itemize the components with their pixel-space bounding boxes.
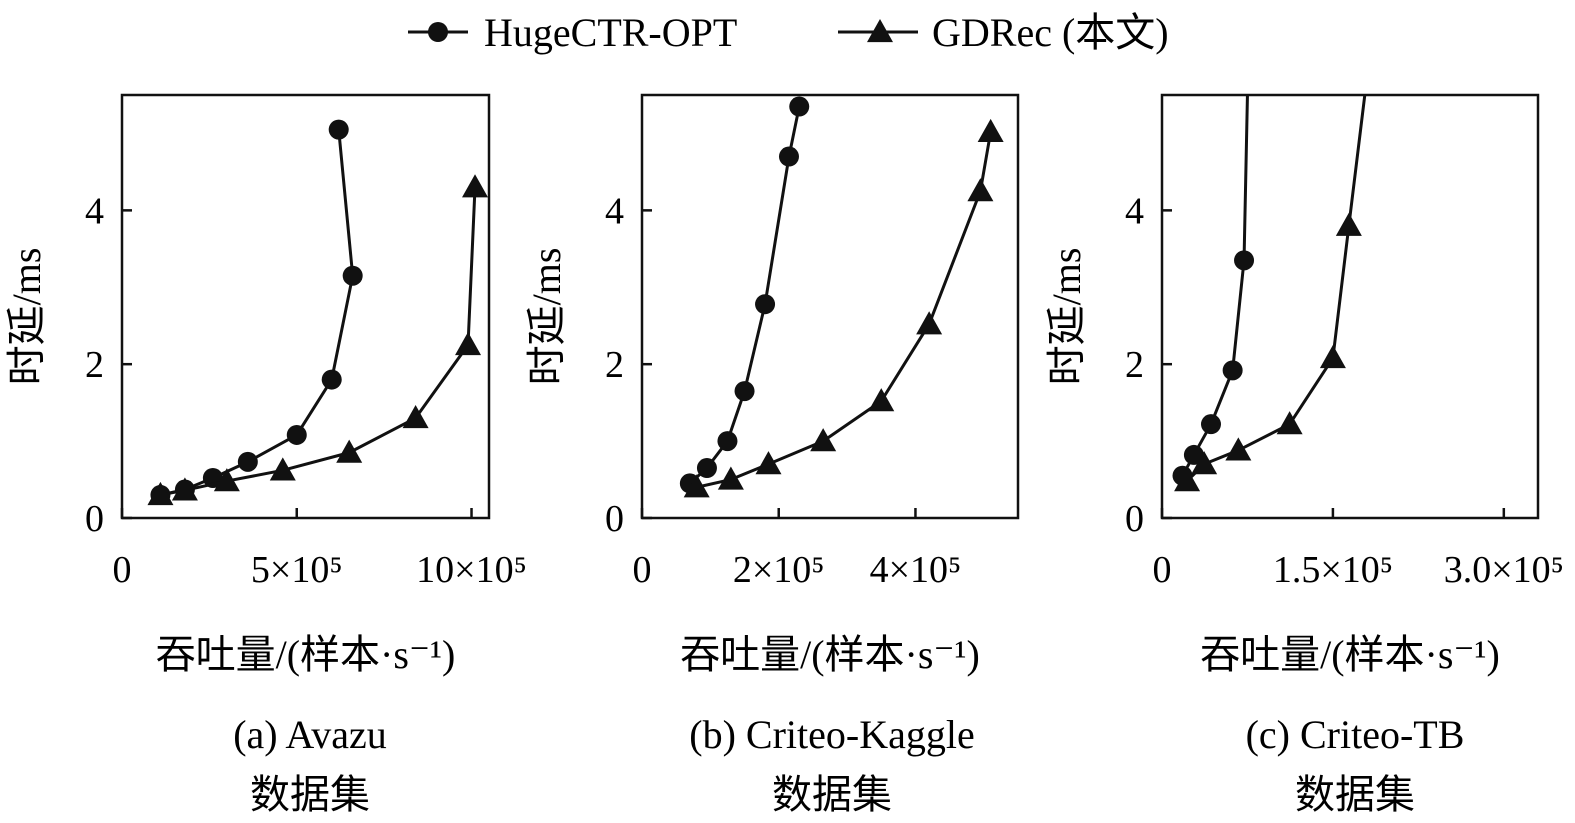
x-tick-label: 1.5×10⁵	[1273, 549, 1393, 591]
data-point-gdrec	[916, 311, 943, 335]
data-point-gdrec	[1319, 345, 1346, 369]
y-tick-label: 0	[1125, 498, 1144, 540]
legend: HugeCTR-OPT GDRec (本文)	[408, 10, 1169, 55]
data-point-gdrec	[269, 457, 296, 481]
y-tick-label: 2	[85, 344, 104, 386]
data-point-hugectr-opt	[1183, 444, 1204, 465]
legend-label-2: GDRec (本文)	[932, 10, 1169, 55]
triangle-icon	[867, 19, 893, 43]
data-point-hugectr-opt	[321, 369, 342, 390]
x-tick-label: 0	[113, 549, 132, 591]
data-point-hugectr-opt	[237, 451, 258, 472]
legend-label-1: HugeCTR-OPT	[484, 10, 737, 55]
chart-panels: 0 5×10⁵ 10×10⁵ 0 2 4 时延/ms 吞吐量/(样本·s⁻¹) (a) Avaz…	[4, 93, 1564, 817]
data-point-hugectr-opt	[1222, 360, 1243, 381]
x-tick-label: 0	[1153, 549, 1172, 591]
data-point-gdrec	[1276, 411, 1303, 435]
data-point-hugectr-opt	[717, 431, 738, 452]
x-tick-label: 4×10⁵	[870, 549, 962, 591]
data-point-gdrec	[977, 118, 1004, 143]
series-layer	[1172, 95, 1367, 492]
data-point-hugectr-opt	[328, 119, 349, 140]
data-point-hugectr-opt	[778, 146, 799, 167]
panel-caption: (c) Criteo-TB	[1246, 712, 1465, 757]
data-point-gdrec	[147, 481, 174, 506]
panel-caption-line2: 数据集	[772, 772, 892, 817]
data-point-gdrec	[171, 477, 198, 501]
x-tick-label: 10×10⁵	[416, 549, 527, 591]
y-tick-label: 2	[605, 344, 624, 386]
series-layer	[147, 119, 489, 506]
data-point-hugectr-opt	[342, 265, 363, 286]
data-point-hugectr-opt	[1234, 250, 1255, 271]
x-axis-title: 吞吐量/(样本·s⁻¹)	[1200, 632, 1500, 677]
panel-caption-line2: 数据集	[250, 772, 370, 817]
data-point-gdrec	[755, 451, 782, 475]
data-point-gdrec	[868, 388, 895, 412]
data-point-hugectr-opt	[696, 458, 717, 479]
panel-caption-line2: 数据集	[1295, 772, 1415, 817]
x-axis-title: 吞吐量/(样本·s⁻¹)	[680, 632, 980, 677]
data-point-hugectr-opt	[286, 424, 307, 445]
plot-frame	[640, 93, 1020, 520]
x-tick-label: 0	[633, 549, 652, 591]
y-tick-label: 0	[605, 498, 624, 540]
data-point-gdrec	[717, 466, 744, 490]
data-point-hugectr-opt	[789, 96, 810, 117]
data-point-gdrec	[967, 178, 994, 202]
x-tick-label: 3.0×10⁵	[1444, 549, 1564, 591]
plot-frame	[1160, 93, 1540, 520]
y-tick-label: 2	[1125, 344, 1144, 386]
y-tick-label: 4	[85, 190, 104, 232]
panel-2: 0 2×10⁵ 4×10⁵ 0 2 4 时延/ms 吞吐量/(样本·s⁻¹) (b) Crite…	[524, 93, 1020, 817]
y-axis-title: 时延/ms	[4, 248, 49, 386]
data-point-gdrec	[1225, 437, 1252, 461]
y-tick-label: 0	[85, 498, 104, 540]
panel-1: 0 5×10⁵ 10×10⁵ 0 2 4 时延/ms 吞吐量/(样本·s⁻¹) (a) Avaz…	[4, 93, 527, 817]
y-axis-title: 时延/ms	[524, 248, 569, 386]
data-point-hugectr-opt	[1200, 414, 1221, 435]
data-point-gdrec	[455, 331, 482, 356]
y-axis-title: 时延/ms	[1044, 248, 1089, 386]
data-point-gdrec	[336, 439, 363, 463]
y-tick-label: 4	[605, 190, 624, 232]
data-point-gdrec	[810, 428, 837, 452]
data-point-hugectr-opt	[734, 381, 755, 402]
series-layer	[679, 96, 1004, 498]
panel-caption: (a) Avazu	[233, 712, 387, 757]
series-line-hugectr-opt	[160, 129, 355, 497]
panel-3: 0 1.5×10⁵ 3.0×10⁵ 0 2 4 时延/ms 吞吐量/(样本·s⁻¹) (c) C…	[1044, 93, 1564, 817]
x-axis-title: 吞吐量/(样本·s⁻¹)	[156, 632, 456, 677]
data-point-gdrec	[1335, 212, 1362, 236]
data-point-hugectr-opt	[755, 294, 776, 315]
x-tick-label: 5×10⁵	[251, 549, 343, 591]
data-point-gdrec	[402, 405, 429, 429]
panel-caption: (b) Criteo-Kaggle	[689, 712, 974, 757]
data-point-gdrec	[1174, 468, 1201, 492]
series-line-gdrec	[696, 131, 993, 489]
data-point-gdrec	[1191, 451, 1218, 475]
y-tick-label: 4	[1125, 190, 1144, 232]
data-point-gdrec	[462, 174, 489, 198]
circle-icon	[428, 22, 448, 42]
data-point-gdrec	[213, 468, 240, 492]
plot-frame	[120, 93, 491, 520]
x-tick-label: 2×10⁵	[733, 549, 825, 591]
series-line-gdrec	[160, 187, 477, 497]
data-point-gdrec	[683, 474, 710, 498]
